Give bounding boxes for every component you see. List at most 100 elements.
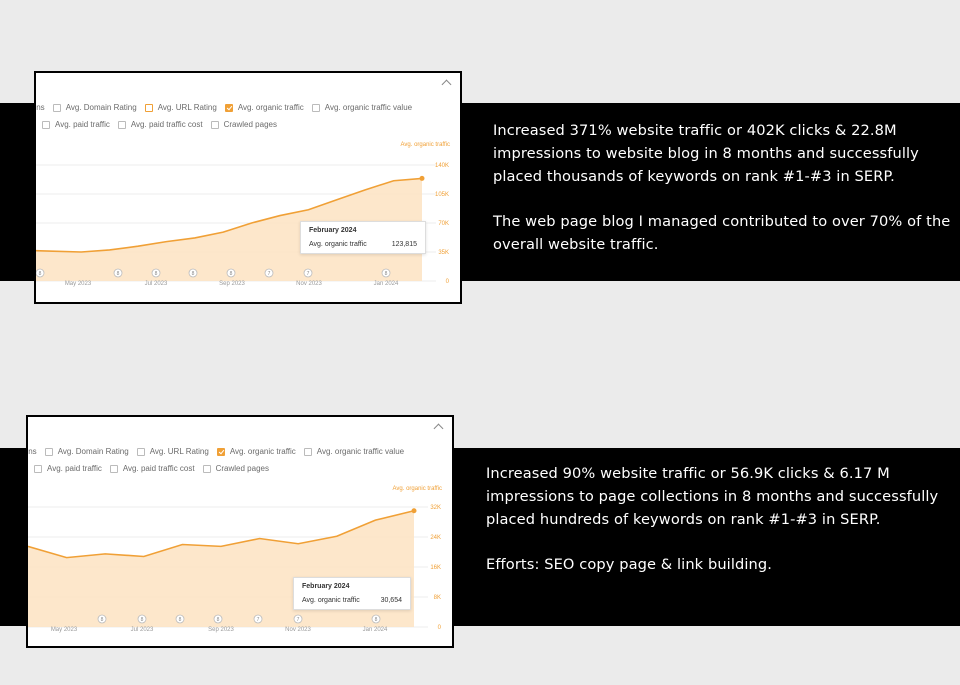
chart-legend-label: Avg. organic traffic [400,142,450,148]
tooltip-label: Avg. organic traffic [302,597,360,604]
option-ains: ains [26,447,37,456]
option-crawled-pages[interactable]: Crawled pages [202,464,269,473]
option-avg-url-rating[interactable]: Avg. URL Rating [144,103,217,112]
case-study-text-2: Increased 90% website traffic or 56.9K c… [486,462,954,576]
event-marker-icon [151,268,161,278]
y-tick-label: 16K [430,565,441,571]
event-marker-label: 8 [375,617,378,623]
option-avg-url-rating[interactable]: Avg. URL Rating [136,447,209,456]
option-avg-organic-traffic[interactable]: Avg. organic traffic [216,447,296,456]
tooltip-value: 123,815 [391,241,417,248]
event-marker-label: 8 [230,271,233,277]
event-marker-icon [188,268,198,278]
case-study-2-paragraph-1: Increased 90% website traffic or 56.9K c… [486,465,939,528]
y-tick-label: 0 [438,625,442,631]
checkbox-icon[interactable] [136,447,145,456]
checkbox-checked-icon[interactable] [224,103,233,112]
event-marker-icon [226,268,236,278]
event-marker-label: 8 [141,617,144,623]
event-marker-label: 8 [101,617,104,623]
x-tick-label: Sep 2023 [219,281,245,287]
event-marker-icon [36,268,45,278]
event-marker-label: 7 [257,617,260,623]
metric-options-row-1: ains Avg. Domain Rating Avg. URL Rating … [26,447,412,456]
y-tick-label: 140K [435,163,449,169]
option-avg-organic-traffic-value[interactable]: Avg. organic traffic value [311,103,412,112]
event-marker-label: 8 [217,617,220,623]
case-study-1-paragraph-2: The web page blog I managed contributed … [493,213,951,253]
event-marker-icon [264,268,274,278]
y-tick-label: 105K [435,192,449,198]
y-tick-label: 24K [430,535,441,541]
series-line [28,509,415,559]
y-tick-label: 0 [446,279,450,285]
checkbox-icon[interactable] [144,103,153,112]
option-avg-organic-traffic[interactable]: Avg. organic traffic [224,103,304,112]
event-marker-label: 8 [385,271,388,277]
event-marker-icon [371,614,381,624]
checkbox-icon[interactable] [34,464,42,473]
event-marker-icon [97,614,107,624]
checkbox-icon[interactable] [311,103,320,112]
tooltip-value: 30,654 [380,597,402,604]
metric-options-row-2: Avg. paid traffic Avg. paid traffic cost… [34,464,277,473]
event-marker-icon [137,614,147,624]
y-tick-label: 35K [438,250,449,256]
y-tick-label: 32K [430,505,441,511]
chart-tooltip: February 2024 Avg. organic traffic 30,654 [293,577,411,610]
x-tick-label: May 2023 [65,281,92,287]
option-avg-paid-traffic-cost[interactable]: Avg. paid traffic cost [117,120,203,129]
x-tick-label: Jul 2023 [145,281,168,287]
organic-traffic-chart-1[interactable]: 140K 105K 70K 35K 0 8 8 8 8 8 7 7 8 May 2023 Jul 2023 S… [36,73,460,302]
chart-tooltip: February 2024 Avg. organic traffic 123,81… [300,221,426,254]
option-avg-domain-rating[interactable]: Avg. Domain Rating [52,103,137,112]
case-study-2-paragraph-2: Efforts: SEO copy page & link building. [486,556,772,573]
checkbox-icon[interactable] [52,103,61,112]
event-marker-label: 7 [307,271,310,277]
checkbox-checked-icon[interactable] [216,447,225,456]
metric-options-row-2: Avg. paid traffic Avg. paid traffic cost… [42,120,285,129]
event-marker-label: 7 [268,271,271,277]
option-avg-paid-traffic[interactable]: Avg. paid traffic [34,464,102,473]
checkbox-icon[interactable] [210,120,219,129]
tooltip-label: Avg. organic traffic [309,241,367,248]
case-study-1-paragraph-1: Increased 371% website traffic or 402K c… [493,122,919,185]
option-avg-domain-rating[interactable]: Avg. Domain Rating [44,447,129,456]
traffic-chart-panel-1: ains Avg. Domain Rating Avg. URL Rating … [34,71,462,304]
x-tick-label: Sep 2023 [208,627,234,633]
x-tick-label: May 2023 [51,627,78,633]
series-line [36,177,423,253]
tooltip-title: February 2024 [302,583,350,590]
option-avg-paid-traffic[interactable]: Avg. paid traffic [42,120,110,129]
option-crawled-pages[interactable]: Crawled pages [210,120,277,129]
event-marker-icon [253,614,263,624]
x-tick-label: Jan 2024 [374,281,399,287]
x-tick-label: Nov 2023 [285,627,311,633]
checkbox-icon[interactable] [117,120,126,129]
checkbox-icon[interactable] [109,464,118,473]
event-marker-label: 8 [179,617,182,623]
event-marker-label: 8 [155,271,158,277]
checkbox-icon[interactable] [44,447,53,456]
series-point-last [419,175,425,181]
option-avg-organic-traffic-value[interactable]: Avg. organic traffic value [303,447,404,456]
series-point-last [411,508,417,514]
chart-legend-label: Avg. organic traffic [392,486,442,492]
organic-traffic-chart-2[interactable]: 32K 24K 16K 8K 0 8 8 8 8 7 7 8 May 2023 Jul 2023 Sep 2… [28,417,452,646]
event-marker-icon [293,614,303,624]
metric-options-row-1: ains Avg. Domain Rating Avg. URL Rating … [34,103,420,112]
y-tick-label: 8K [434,595,441,601]
checkbox-icon[interactable] [303,447,312,456]
case-study-text-1: Increased 371% website traffic or 402K c… [493,119,955,256]
x-tick-label: Jul 2023 [131,627,154,633]
option-avg-paid-traffic-cost[interactable]: Avg. paid traffic cost [109,464,195,473]
event-marker-label: 8 [117,271,120,277]
option-ains: ains [34,103,45,112]
checkbox-icon[interactable] [202,464,211,473]
tooltip-title: February 2024 [309,227,357,234]
traffic-chart-panel-2: ains Avg. Domain Rating Avg. URL Rating … [26,415,454,648]
event-marker-icon [175,614,185,624]
event-marker-icon [113,268,123,278]
checkbox-icon[interactable] [42,120,50,129]
event-marker-icon [303,268,313,278]
